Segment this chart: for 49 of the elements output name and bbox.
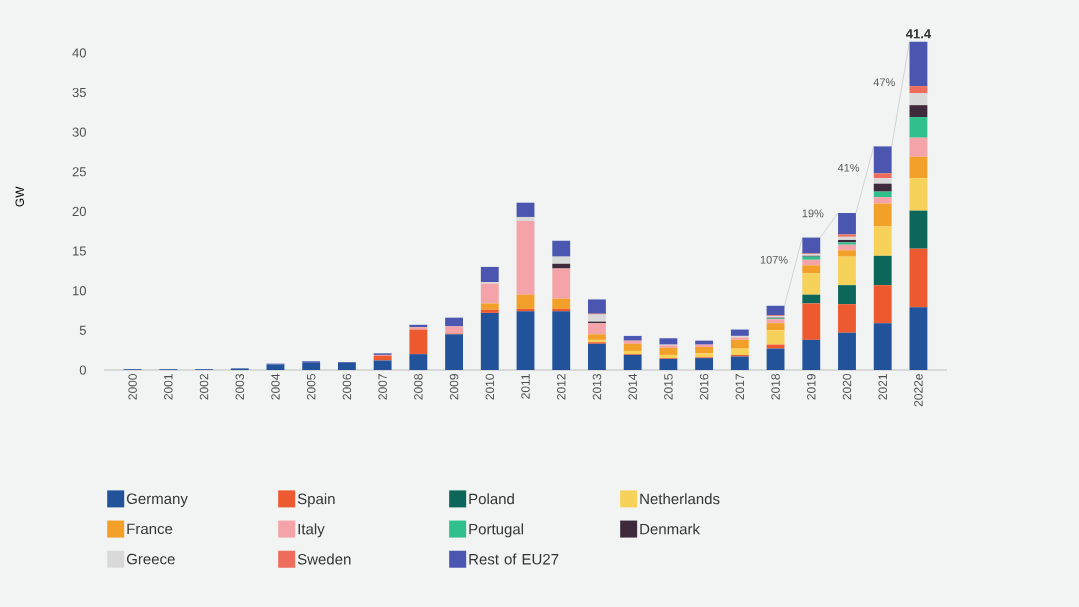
legend-label: Greece [126,553,175,565]
legend-label: Portugal [469,523,524,538]
x-tick-label: 2017 [735,374,745,400]
y-tick-label: 10 [73,286,86,296]
y-tick-label: 5 [79,325,86,335]
y-tick-label: 15 [73,246,86,256]
x-tick-label: 2002 [199,374,209,400]
annotation: 107% [760,255,788,264]
y-tick-label: 40 [72,48,86,58]
x-tick-label: 2005 [306,374,316,400]
x-tick-label: 2018 [771,374,780,400]
x-tick-label: 2022e [914,374,923,407]
x-tick-label: 2021 [878,374,887,400]
x-tick-label: 2013 [592,374,602,400]
y-tick-label: 20 [72,206,86,217]
legend-label: Sweden [297,553,351,565]
x-tick-label: 2016 [699,374,709,400]
x-tick-label: 2007 [378,374,387,400]
legend-label: Germany [126,493,188,507]
x-tick-label: 2008 [414,374,423,400]
y-tick-label: 25 [72,167,86,177]
x-tick-label: 2014 [628,373,637,400]
y-tick-label: 30 [72,127,86,137]
x-tick-label: 2003 [235,374,244,400]
x-tick-label: 2020 [842,373,852,400]
legend-label: France [127,523,173,535]
x-tick-label: 2011 [521,374,530,399]
x-tick-label: 2001 [164,374,173,400]
legend-label: Italy [298,523,325,538]
y-axis-title: GW [15,186,24,207]
annotation: 41% [837,163,860,172]
x-tick-label: 2000 [128,373,137,400]
legend-label: Denmark [640,523,700,535]
x-tick-label: 2006 [342,374,352,400]
annotation: 19% [802,209,824,218]
total-label: 41.4 [905,29,932,39]
x-tick-label: 2012 [556,374,566,400]
y-tick-label: 35 [72,87,86,98]
x-tick-label: 2015 [664,374,673,400]
annotation: 47% [873,78,895,87]
x-tick-label: 2010 [485,373,495,400]
legend-label: Spain [297,493,335,508]
legend-label: Poland [469,493,514,505]
x-tick-label: 2019 [807,374,816,400]
y-tick-label: 0 [79,365,86,375]
x-tick-label: 2009 [449,374,459,400]
x-tick-label: 2004 [271,373,280,400]
legend-label: Rest of EU27 [469,553,559,565]
legend-label: Netherlands [640,493,720,505]
